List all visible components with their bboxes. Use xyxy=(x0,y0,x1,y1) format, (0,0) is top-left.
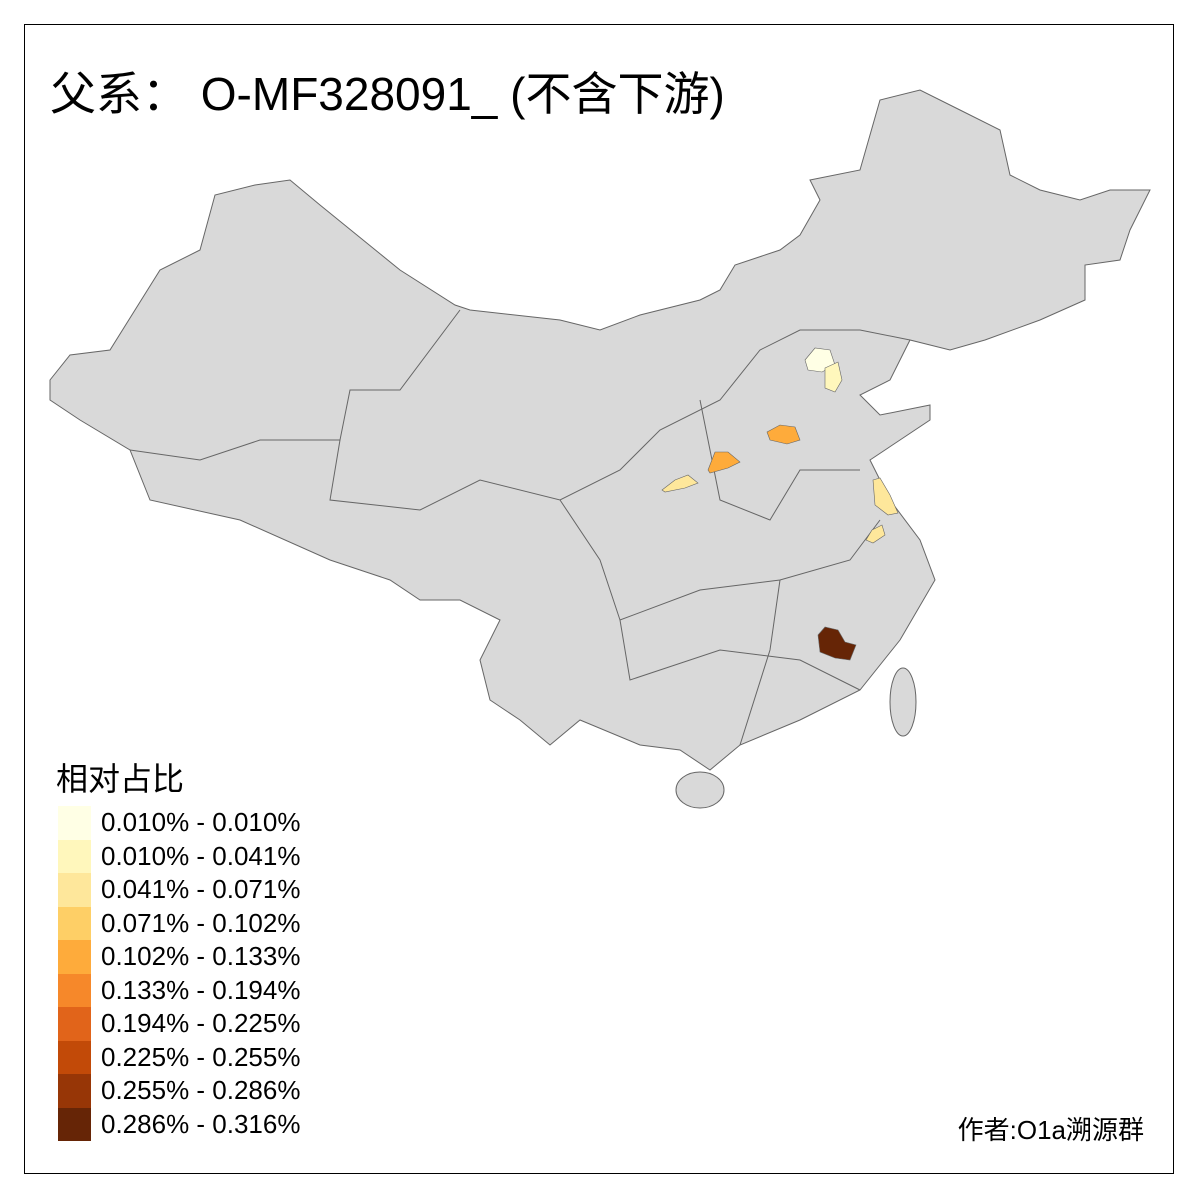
region-fujian-city xyxy=(817,626,857,661)
region-gansu-city xyxy=(661,474,699,493)
legend-label: 0.255% - 0.286% xyxy=(101,1075,301,1106)
province-boundary xyxy=(559,499,881,621)
legend-swatch xyxy=(58,1040,91,1074)
hainan-island xyxy=(675,771,725,809)
legend-item: 0.010% - 0.010% xyxy=(58,806,300,840)
legend-label: 0.071% - 0.102% xyxy=(101,907,301,938)
legend-swatch xyxy=(58,1007,91,1041)
legend-label: 0.194% - 0.225% xyxy=(101,1008,301,1039)
plot-border xyxy=(24,24,1174,1174)
legend-label: 0.286% - 0.316% xyxy=(101,1108,301,1139)
taiwan-island xyxy=(889,667,917,737)
legend-item: 0.255% - 0.286% xyxy=(58,1074,300,1108)
legend-swatch xyxy=(58,873,91,907)
legend-swatch xyxy=(58,1074,91,1108)
legend-label: 0.225% - 0.255% xyxy=(101,1041,301,1072)
legend-swatch xyxy=(58,906,91,940)
legend-swatch xyxy=(58,1107,91,1141)
region-shaanxi-city xyxy=(707,451,741,474)
legend-swatch xyxy=(58,940,91,974)
legend-item: 0.102% - 0.133% xyxy=(58,940,300,974)
region-jiangsu-city xyxy=(872,477,899,516)
region-anhui-city xyxy=(865,524,886,544)
legend-label: 0.010% - 0.041% xyxy=(101,840,301,871)
province-boundary xyxy=(619,619,861,691)
author-credit: 作者:O1a溯源群 xyxy=(957,1115,1144,1145)
legend-label: 0.133% - 0.194% xyxy=(101,974,301,1005)
legend-item: 0.041% - 0.071% xyxy=(58,873,300,907)
legend-swatch xyxy=(58,806,91,840)
region-shanxi-city xyxy=(766,424,801,445)
legend-label: 0.010% - 0.010% xyxy=(101,807,301,838)
china-mainland xyxy=(49,89,1151,771)
map-title: 父系： O-MF328091_ (不含下游) xyxy=(50,68,725,120)
legend-item: 0.071% - 0.102% xyxy=(58,906,301,940)
legend-item: 0.225% - 0.255% xyxy=(58,1040,301,1074)
legend: 0.010% - 0.010% 0.010% - 0.041% 0.041% - 0… xyxy=(58,806,300,1141)
legend-swatch xyxy=(58,839,91,873)
province-boundary xyxy=(329,329,911,511)
legend-item: 0.010% - 0.041% xyxy=(58,839,301,873)
legend-label: 0.102% - 0.133% xyxy=(101,941,301,972)
legend-item: 0.286% - 0.316% xyxy=(58,1107,301,1141)
region-tianjin xyxy=(824,361,843,393)
legend-label: 0.041% - 0.071% xyxy=(101,874,301,905)
province-boundary xyxy=(739,579,781,746)
legend-item: 0.194% - 0.225% xyxy=(58,1007,300,1041)
legend-swatch xyxy=(58,973,91,1007)
legend-item: 0.133% - 0.194% xyxy=(58,973,301,1007)
legend-title: 相对占比 xyxy=(56,761,185,797)
